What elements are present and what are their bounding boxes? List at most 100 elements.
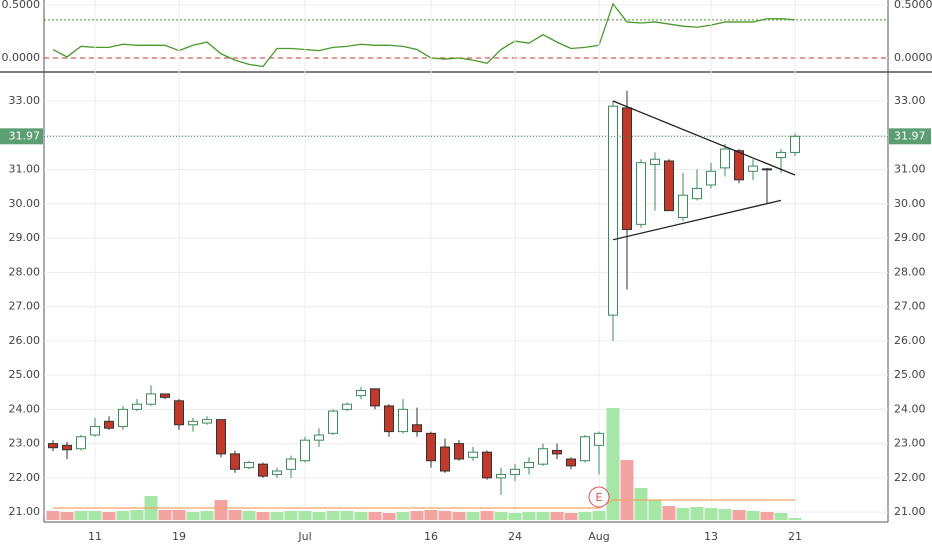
volume-bar [648,500,662,520]
y-tick-label: 23.00 [894,437,926,450]
candle-body [706,170,716,186]
candle-body [272,470,282,475]
volume-bar [480,511,494,520]
y-tick-label: 22.00 [894,471,926,484]
candle-body [650,158,660,165]
volume-bar [424,510,438,520]
y-tick-label: 28.00 [894,265,926,278]
candle-body [552,449,562,455]
candle-body [510,468,520,475]
candle-body [244,461,254,469]
y-tick-label: 0.0000 [894,51,932,64]
volume-bar [340,511,354,520]
candle-body [356,390,366,397]
candle-body [790,135,800,153]
candle-body [300,439,310,462]
candle-body [314,434,324,441]
volume-bar [620,460,634,520]
y-tick-label: 29.00 [9,231,41,244]
volume-bar [284,511,298,520]
y-tick-label: 0.0000 [2,51,41,64]
volume-bar [256,512,270,520]
candle-body [482,451,492,479]
volume-bar [74,511,88,520]
volume-bar [186,512,200,520]
candle-body [76,436,86,450]
volume-bar [354,512,368,520]
y-tick-label: 26.00 [894,334,926,347]
volume-bar [788,518,802,520]
volume-bar [690,507,704,520]
candle-body [678,194,688,219]
y-tick-label: 30.00 [894,197,926,210]
volume-bar [662,506,676,520]
y-tick-label: 21.00 [894,505,926,518]
candle-body [412,424,422,433]
candle-body [748,165,758,172]
candle-body [384,405,394,433]
volume-bar [438,511,452,520]
volume-bar [214,500,228,520]
candle-body [132,403,142,410]
candle-body [118,408,128,427]
candle-body [580,436,590,462]
earnings-marker [588,486,610,508]
volume-bar [228,510,242,520]
y-tick-label: 21.00 [9,505,41,518]
candle-body [258,463,268,477]
candle-body [720,148,730,169]
y-tick-label: 0.5000 [2,0,41,11]
y-tick-label: 33.00 [894,94,926,107]
y-tick-label: 24.00 [9,402,41,415]
volume-bar [88,511,102,520]
candle-body [776,151,786,159]
volume-bar [60,512,74,520]
x-tick-label: 21 [788,530,802,543]
candle-body [594,432,604,446]
volume-bar [732,510,746,520]
y-tick-label: 29.00 [894,231,926,244]
volume-bar [270,512,284,520]
x-tick-label: 19 [172,530,186,543]
candle-body [496,473,506,479]
volume-bar [410,511,424,520]
volume-bar [578,512,592,520]
volume-ma-line [53,499,795,509]
candle-body [468,451,478,458]
y-tick-label: 0.5000 [894,0,932,11]
volume-bar [774,513,788,520]
volume-bar [494,512,508,520]
volume-bar [102,512,116,520]
volume-bar [676,508,690,520]
volume-bar [550,512,564,520]
candle-body [734,150,744,181]
volume-bar [536,512,550,520]
x-tick-label: Jul [297,530,311,543]
y-tick-label: 23.00 [9,437,41,450]
candle-body [202,419,212,424]
y-tick-label: 31.00 [894,163,926,176]
volume-bar [452,512,466,520]
last-price-label: 31.97 [9,129,41,142]
volume-bar [116,511,130,520]
volume-bar [298,511,312,520]
candle-body [636,162,646,225]
volume-bar [508,513,522,520]
x-tick-label: Aug [588,530,609,543]
candle-body [566,458,576,467]
candle-body [342,403,352,410]
candle-body [440,446,450,472]
candle-body [230,453,240,470]
x-tick-label: 16 [424,530,438,543]
y-tick-label: 22.00 [9,471,41,484]
last-price-label: 31.97 [894,129,926,142]
volume-bar [200,511,214,520]
volume-bar [312,512,326,520]
candle-body [608,105,618,316]
candle-body [426,432,436,462]
indicator-line [52,2,796,68]
candle-body [216,419,226,455]
